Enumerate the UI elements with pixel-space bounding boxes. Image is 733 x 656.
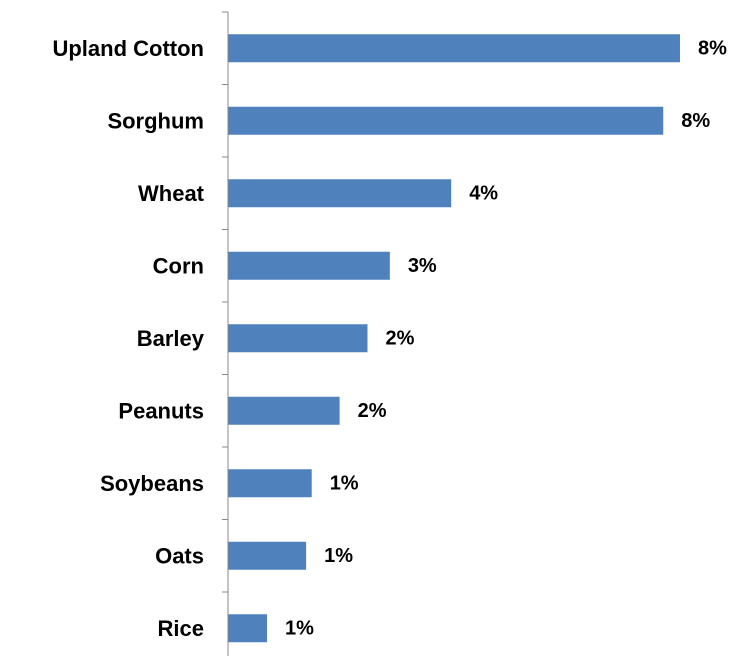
bar [228,541,307,570]
value-labels: 8% 8% 4% 3% 2% 2% 1% 1% 1% [285,37,727,639]
category-label: Upland Cotton [52,36,204,61]
value-label: 3% [408,255,437,277]
category-label: Peanuts [118,398,204,423]
bar [228,106,664,135]
value-label: 2% [358,400,387,422]
value-label: 8% [698,37,727,59]
bar [228,396,340,425]
bar [228,251,390,280]
axis-ticks [222,11,228,593]
category-label: Wheat [138,181,205,206]
category-label: Corn [153,253,204,278]
bar [228,179,452,208]
bar [228,34,680,63]
value-label: 1% [330,472,359,494]
category-label: Rice [158,616,204,641]
category-label: Barley [137,326,205,351]
bars [228,34,680,643]
value-label: 1% [324,545,353,567]
value-label: 4% [469,182,498,204]
bar [228,324,368,353]
category-label: Oats [155,543,204,568]
value-label: 8% [681,110,710,132]
bar [228,469,312,498]
category-label: Soybeans [100,471,204,496]
value-label: 2% [386,327,415,349]
category-label: Sorghum [107,108,204,133]
value-label: 1% [285,617,314,639]
bar [228,614,268,643]
category-labels: Upland Cotton Sorghum Wheat Corn Barley Peanu… [52,36,204,641]
